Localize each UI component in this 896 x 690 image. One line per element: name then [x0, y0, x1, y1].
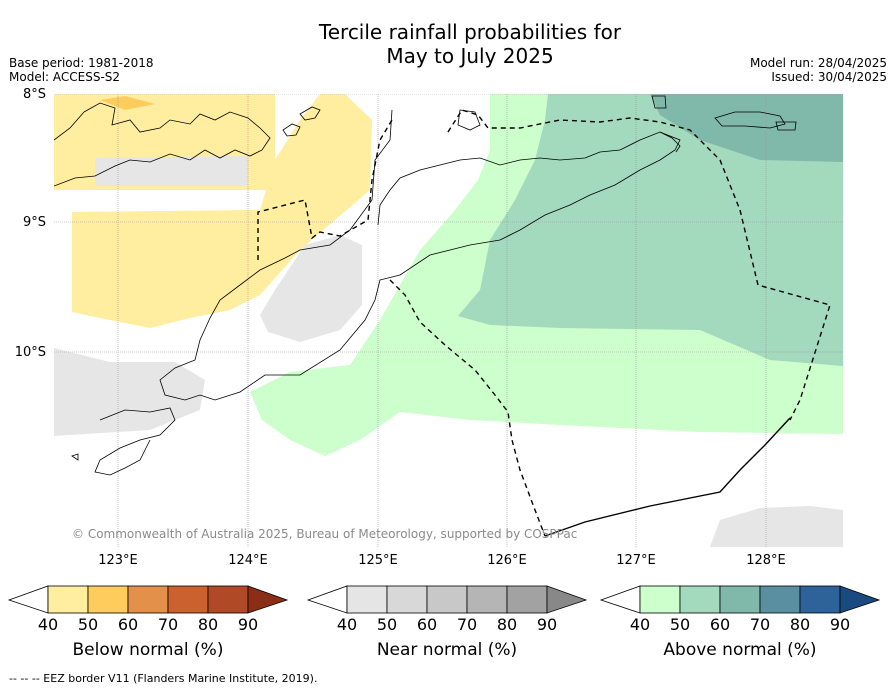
colorbar-above-normal — [599, 585, 881, 614]
near-normal-region-3 — [54, 348, 205, 436]
colorbar-below-normal — [7, 585, 289, 614]
lon-label-126e: 126°E — [487, 553, 527, 568]
lon-label-127e: 127°E — [616, 553, 656, 568]
coastlines — [54, 95, 797, 476]
wetar-coast-2 — [651, 95, 667, 109]
islet-1 — [71, 453, 79, 461]
title-line-1: Tercile rainfall probabilities for — [318, 20, 622, 44]
issued-date: Issued: 30/04/2025 — [771, 70, 887, 84]
cbar2-tick: 60 — [416, 615, 438, 634]
near-normal-region-1 — [95, 156, 248, 186]
cbar2-tick: 50 — [376, 615, 398, 634]
cbar2-tick: 70 — [456, 615, 478, 634]
cbar-label-above-normal: Above normal (%) — [663, 640, 817, 660]
lon-label-125e: 125°E — [358, 553, 398, 568]
copyright-notice: © Commonwealth of Australia 2025, Bureau… — [72, 527, 578, 541]
near-normal-region-2 — [260, 235, 362, 342]
flores-coast — [54, 102, 271, 187]
lat-label-9s: 9°S — [22, 215, 46, 230]
above-normal-50-region — [458, 94, 843, 366]
wetar-coast-3 — [775, 121, 797, 131]
eez-footnote: -- -- -- EEZ border V11 (Flanders Marine… — [9, 672, 318, 685]
cbar1-tick: 50 — [77, 615, 99, 634]
base-period: Base period: 1981-2018 — [9, 56, 154, 70]
map-title: Tercile rainfall probabilities for May t… — [0, 20, 896, 68]
cbar1-tick: 70 — [157, 615, 179, 634]
timor-west-coast — [159, 109, 681, 401]
cbar1-tick: 90 — [237, 615, 259, 634]
title-line-2: May to July 2025 — [386, 44, 554, 68]
cbar2-tick: 90 — [536, 615, 558, 634]
lon-label-128e: 128°E — [746, 553, 786, 568]
cbar-label-near-normal: Near normal (%) — [376, 640, 518, 660]
small-islands-1 — [282, 123, 301, 137]
lon-label-124e: 124°E — [228, 553, 268, 568]
cbar3-tick: 60 — [709, 615, 731, 634]
cbar1-tick: 80 — [197, 615, 219, 634]
colorbar-near-normal — [306, 585, 588, 614]
near-normal-region-4 — [710, 506, 843, 547]
model-name: Model: ACCESS-S2 — [9, 70, 121, 84]
meta-left: Base period: 1981-2018 Model: ACCESS-S2 — [9, 56, 154, 84]
eez-border — [257, 109, 831, 537]
map-area — [54, 94, 843, 547]
cbar1-tick: 40 — [37, 615, 59, 634]
timor-east-tip — [659, 131, 681, 153]
sumba-coast — [94, 407, 176, 476]
wetar-coast — [714, 111, 786, 129]
graticule — [54, 94, 843, 547]
model-run: Model run: 28/04/2025 — [749, 56, 887, 70]
cbar3-tick: 70 — [749, 615, 771, 634]
cbar3-tick: 40 — [629, 615, 651, 634]
lat-label-10s: 10°S — [14, 345, 46, 360]
lon-label-123e: 123°E — [98, 553, 138, 568]
flores-coast-upper — [54, 111, 85, 141]
below-normal-50-patch — [100, 96, 155, 110]
cbar2-tick: 80 — [496, 615, 518, 634]
cbar2-tick: 40 — [336, 615, 358, 634]
cbar3-tick: 90 — [829, 615, 851, 634]
below-normal-region-strip — [72, 94, 372, 328]
cbar-label-below-normal: Below normal (%) — [72, 640, 224, 660]
cbar3-tick: 50 — [669, 615, 691, 634]
alor-coast — [457, 109, 481, 131]
lat-label-8s: 8°S — [22, 87, 46, 102]
cbar3-tick: 80 — [789, 615, 811, 634]
above-normal-60-region — [650, 94, 843, 162]
meta-right: Model run: 28/04/2025 Issued: 30/04/2025 — [750, 56, 887, 84]
cbar1-tick: 60 — [117, 615, 139, 634]
small-islands-2 — [299, 106, 321, 121]
